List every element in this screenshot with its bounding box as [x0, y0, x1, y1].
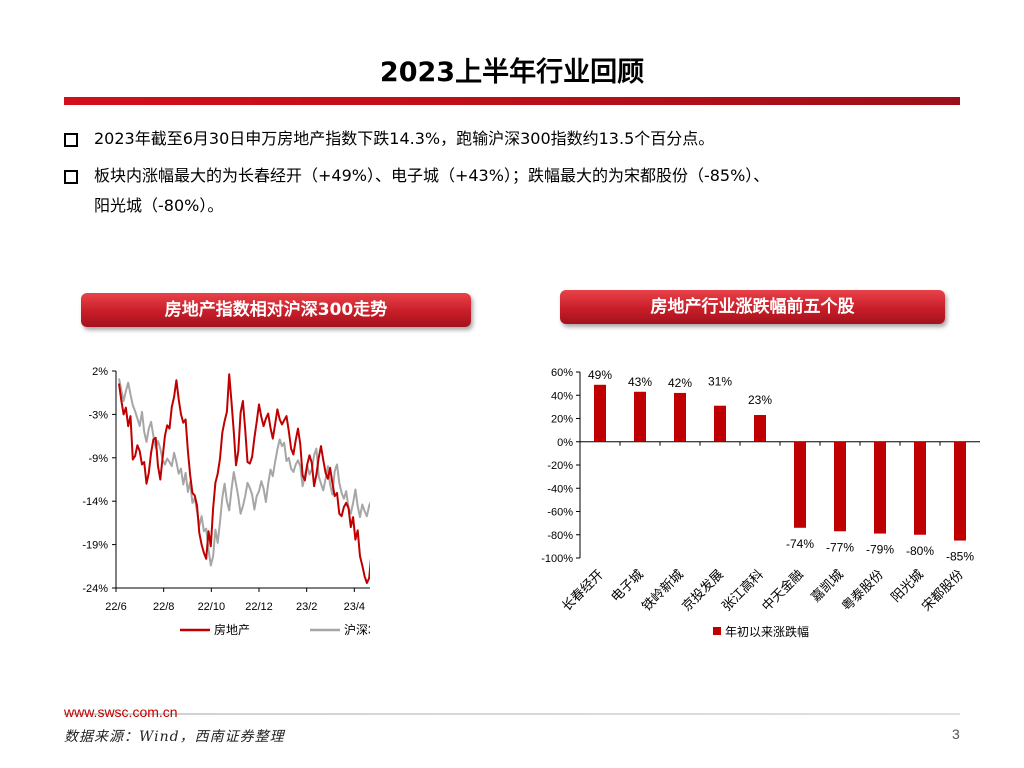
bar-2: [634, 391, 646, 442]
data-label: -74%: [786, 537, 814, 551]
y-tick-label: -80%: [547, 530, 573, 542]
data-label: 31%: [708, 375, 732, 389]
bullet-text: 2023年截至6月30日申万房地产指数下跌14.3%，跑输沪深300指数约13.…: [94, 129, 715, 148]
x-category-label: 粤泰股份: [839, 567, 886, 614]
y-tick-label: -40%: [547, 483, 573, 495]
right-chart-title: 房地产行业涨跌幅前五个股: [560, 290, 945, 324]
y-tick-label: 2%: [92, 366, 108, 378]
x-category-label: 铁岭新城: [639, 567, 686, 614]
series-line-real-estate: [118, 373, 370, 584]
line-chart: 2% -3% -9% -14% -19% -24% 22/6 22/8 22/10 22/12 2…: [82, 366, 370, 637]
y-tick-label: -24%: [82, 583, 108, 595]
y-tick-label: -100%: [541, 553, 573, 565]
legend-label: 房地产: [214, 622, 250, 637]
bar-8: [874, 441, 886, 534]
data-label: 43%: [628, 375, 652, 389]
x-tick-label: 22/10: [198, 601, 226, 613]
data-label: 49%: [588, 368, 612, 382]
y-tick-label: -60%: [547, 507, 573, 519]
x-category-label: 电子城: [608, 567, 646, 605]
x-category-label: 宋都股份: [919, 567, 966, 614]
data-label: 42%: [668, 376, 692, 390]
bar-6: [794, 441, 806, 528]
x-category-label: 阳光城: [888, 567, 926, 605]
y-tick-label: -3%: [88, 409, 108, 421]
x-tick-label: 22/8: [153, 601, 174, 613]
data-label: -85%: [946, 550, 974, 564]
bullet-text-line-2: 阳光城（-80%）。: [94, 196, 224, 215]
bar-chart: 60% 40% 20% 0% -20% -40% -60% -80% -100% 49% 43% 4…: [541, 367, 980, 639]
series-line-csi300: [118, 378, 370, 567]
x-category-label: 张江高科: [719, 567, 766, 614]
page-number: 3: [952, 726, 960, 742]
bar-10: [954, 441, 966, 541]
x-tick-label: 22/12: [245, 601, 273, 613]
bar-7: [834, 441, 846, 532]
x-category-label: 中天金融: [759, 567, 806, 614]
y-tick-label: -20%: [547, 460, 573, 472]
bar-5: [754, 415, 766, 442]
page-title: 2023上半年行业回顾: [379, 57, 645, 88]
x-tick-label: 23/4: [344, 601, 365, 613]
bullet-square-icon: [64, 133, 78, 147]
data-label: -80%: [906, 544, 934, 558]
footer-divider: [64, 713, 960, 715]
y-tick-label: 40%: [551, 390, 573, 402]
data-label: -77%: [826, 540, 854, 554]
bullet-text-line-1: 板块内涨幅最大的为长春经开（+49%）、电子城（+43%）；跌幅最大的为宋都股份…: [94, 166, 770, 185]
data-label: -79%: [866, 543, 894, 557]
data-label: 23%: [748, 393, 772, 407]
legend-label: 年初以来涨跌幅: [725, 624, 809, 639]
footer-url-link[interactable]: www.swsc.com.cn: [64, 704, 178, 720]
bar-4: [714, 405, 726, 442]
y-tick-label: 0%: [557, 437, 573, 449]
bar-9: [914, 441, 926, 535]
x-category-label: 嘉凯城: [808, 567, 846, 605]
y-tick-label: 20%: [551, 414, 573, 426]
x-tick-label: 22/6: [105, 601, 126, 613]
y-tick-label: -19%: [82, 540, 108, 552]
bar-3: [674, 392, 686, 442]
left-chart-title: 房地产指数相对沪深300走势: [81, 293, 471, 327]
footer-source: 数据来源：Wind，西南证券整理: [64, 729, 285, 745]
y-tick-label: -9%: [88, 453, 108, 465]
x-tick-label: 23/2: [296, 601, 317, 613]
title-divider: [64, 97, 960, 105]
legend-swatch: [713, 627, 721, 635]
legend-label: 沪深300: [344, 623, 370, 637]
x-category-label: 京投发展: [679, 567, 726, 614]
bar-1: [594, 384, 606, 442]
x-category-label: 长春经开: [559, 567, 606, 614]
y-tick-label: -14%: [82, 496, 108, 508]
y-tick-label: 60%: [551, 367, 573, 379]
bullet-square-icon: [64, 170, 78, 184]
